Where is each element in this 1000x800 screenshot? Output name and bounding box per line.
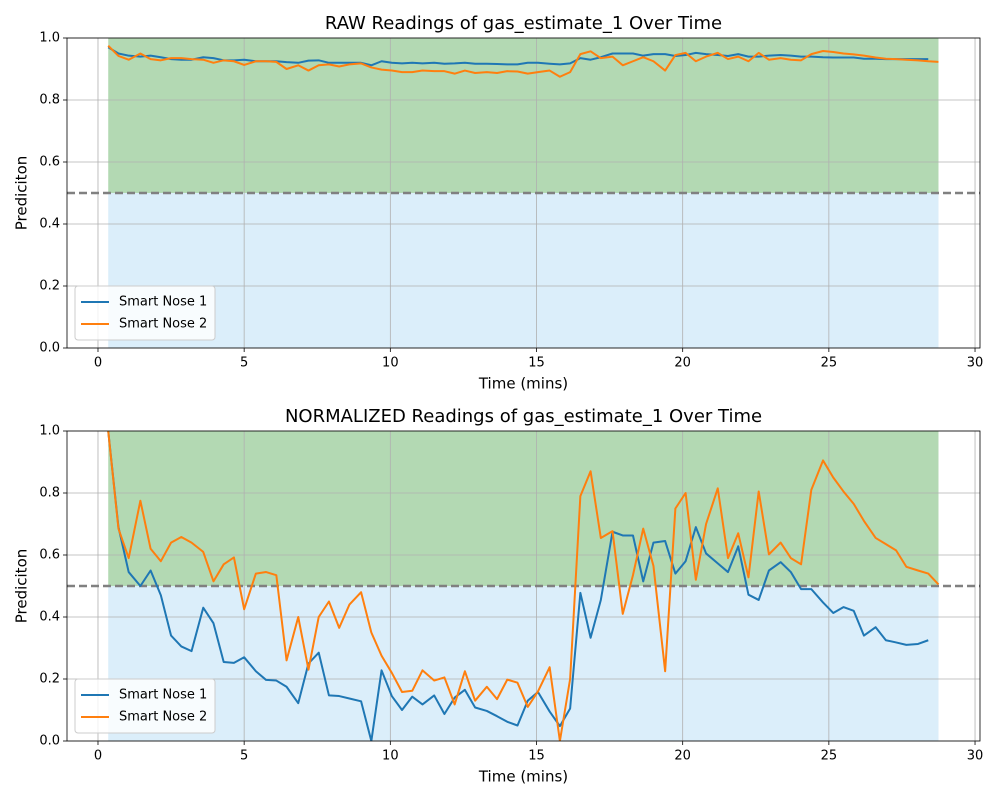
x-tick-label: 10 [382, 749, 399, 764]
x-tick-label: 0 [94, 356, 102, 371]
y-tick-label: 1.0 [39, 31, 60, 46]
y-tick-label: 0.2 [39, 279, 60, 294]
y-axis-label: Prediciton [13, 156, 31, 231]
y-tick-label: 0.0 [39, 734, 60, 749]
y-tick-label: 0.8 [39, 486, 60, 501]
axes-frame [66, 37, 981, 349]
x-tick-label: 15 [528, 356, 545, 371]
y-tick-label: 0.8 [39, 93, 60, 108]
below-threshold-band [108, 193, 939, 348]
legend-label: Smart Nose 2 [119, 317, 207, 332]
y-tick-label: 0.6 [39, 548, 60, 563]
x-axis-label: Time (mins) [478, 375, 568, 393]
series-line [107, 431, 940, 741]
legend: Smart Nose 1 Smart Nose 2 [74, 285, 216, 341]
x-tick-label: 30 [967, 749, 984, 764]
x-tick-label: 0 [94, 749, 102, 764]
y-axis-label: Prediciton [13, 549, 31, 624]
x-axis-label: Time (mins) [478, 768, 568, 786]
x-tick-label: 25 [821, 749, 838, 764]
y-tick-label: 0.4 [39, 217, 60, 232]
axes-frame [66, 430, 981, 742]
plot-area: 0 5 10 15 20 25 30 0.0 0.2 0.4 0.6 0.8 1.0 RAW Readin… [13, 13, 984, 393]
plot-area: 0 5 10 15 20 25 30 0.0 0.2 0.4 0.6 0.8 1.0 NORMALIZED… [13, 406, 984, 786]
series-line [107, 431, 929, 741]
x-tick-label: 20 [674, 749, 691, 764]
y-tick-label: 0.0 [39, 341, 60, 356]
legend-box [74, 678, 216, 734]
x-tick-label: 30 [967, 356, 984, 371]
series-line [107, 45, 939, 78]
x-tick-label: 10 [382, 356, 399, 371]
below-threshold-band [108, 586, 939, 741]
x-tick-label: 5 [240, 356, 248, 371]
x-tick-label: 25 [821, 356, 838, 371]
y-tick-label: 1.0 [39, 424, 60, 439]
x-tick-label: 5 [240, 749, 248, 764]
series-line [107, 46, 929, 67]
chart-title: NORMALIZED Readings of gas_estimate_1 Ov… [285, 406, 762, 427]
legend-label: Smart Nose 1 [119, 295, 207, 310]
y-tick-label: 0.6 [39, 155, 60, 170]
above-threshold-band [108, 431, 939, 586]
y-tick-label: 0.4 [39, 610, 60, 625]
x-tick-label: 20 [674, 356, 691, 371]
legend-box [74, 285, 216, 341]
legend-label: Smart Nose 1 [119, 688, 207, 703]
legend-label: Smart Nose 2 [119, 710, 207, 725]
legend: Smart Nose 1 Smart Nose 2 [74, 678, 216, 734]
y-tick-label: 0.2 [39, 672, 60, 687]
chart-title: RAW Readings of gas_estimate_1 Over Time [325, 13, 722, 34]
x-tick-label: 15 [528, 749, 545, 764]
